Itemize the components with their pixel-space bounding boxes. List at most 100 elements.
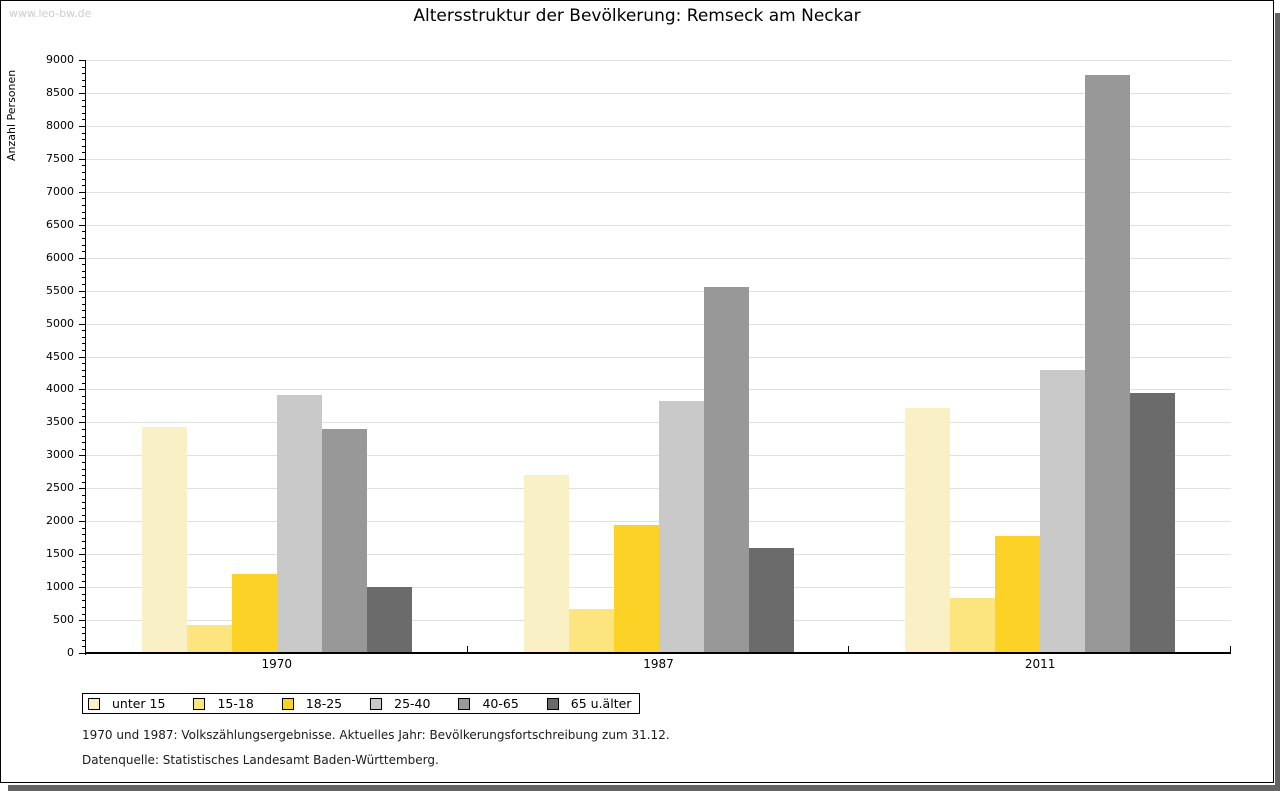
y-tick-minor bbox=[82, 284, 86, 285]
x-axis-section-tick bbox=[1230, 646, 1231, 652]
gridline bbox=[86, 92, 1231, 94]
bar-18-25-2011 bbox=[995, 535, 1041, 652]
y-tick-major bbox=[79, 620, 86, 622]
y-tick-major bbox=[79, 92, 86, 94]
y-tick-label: 3500 bbox=[46, 415, 74, 429]
bar-15-18-1970 bbox=[186, 624, 232, 652]
y-tick-minor bbox=[82, 613, 86, 615]
y-tick-major bbox=[79, 125, 86, 127]
y-axis-line bbox=[85, 60, 86, 655]
y-tick-major bbox=[79, 488, 86, 490]
bar-15-18-1987 bbox=[568, 608, 614, 652]
legend-item: 65 u.älter bbox=[546, 696, 632, 711]
gridline bbox=[86, 158, 1231, 160]
x-axis-line bbox=[86, 652, 1231, 654]
y-tick-label: 8000 bbox=[46, 118, 74, 132]
legend-swatch-icon bbox=[88, 697, 100, 710]
y-tick-minor bbox=[82, 429, 86, 430]
y-tick-minor bbox=[82, 172, 86, 173]
y-tick-minor bbox=[82, 349, 86, 351]
y-tick-minor bbox=[82, 112, 86, 114]
y-tick-minor bbox=[82, 205, 86, 206]
y-tick-minor bbox=[82, 264, 86, 266]
y-tick-minor bbox=[82, 369, 86, 371]
y-tick-minor bbox=[82, 626, 86, 628]
y-tick-minor bbox=[82, 527, 86, 529]
bar-25-40-1987 bbox=[658, 401, 704, 652]
legend-swatch-icon bbox=[281, 697, 294, 710]
bar-25-40-1970 bbox=[276, 395, 322, 652]
y-tick-minor bbox=[82, 303, 86, 305]
y-tick-label: 5000 bbox=[46, 316, 74, 330]
y-tick-minor bbox=[82, 310, 86, 312]
y-tick-major bbox=[79, 257, 86, 259]
y-tick-minor bbox=[82, 600, 86, 602]
y-tick-minor bbox=[82, 606, 86, 608]
y-tick-major bbox=[79, 224, 86, 226]
y-tick-major bbox=[79, 191, 86, 193]
y-tick-major bbox=[79, 323, 86, 325]
gridline bbox=[86, 323, 1231, 325]
y-tick-minor bbox=[82, 152, 86, 154]
bar-18-25-1987 bbox=[613, 525, 659, 652]
drop-shadow-right bbox=[1275, 13, 1280, 791]
gridline bbox=[86, 191, 1231, 193]
legend-label: unter 15 bbox=[112, 696, 166, 711]
y-tick-minor bbox=[82, 231, 86, 233]
y-tick-minor bbox=[82, 336, 86, 338]
bar-40-65-1970 bbox=[321, 429, 367, 652]
y-tick-major bbox=[79, 521, 86, 523]
y-tick-minor bbox=[82, 409, 86, 411]
y-tick-minor bbox=[82, 376, 86, 378]
bar-15-18-2011 bbox=[950, 598, 996, 652]
bar-25-40-2011 bbox=[1040, 370, 1086, 652]
legend-label: 40-65 bbox=[482, 696, 519, 711]
watermark: www.leo-bw.de bbox=[9, 7, 92, 20]
y-tick-label: 7500 bbox=[46, 151, 74, 165]
bar-18-25-1970 bbox=[231, 573, 277, 652]
y-tick-label: 9000 bbox=[46, 53, 74, 66]
y-tick-minor bbox=[82, 185, 86, 187]
bar-unter-15-1987 bbox=[523, 475, 569, 652]
y-tick-label: 6500 bbox=[46, 217, 74, 231]
legend-item: unter 15 bbox=[88, 696, 165, 711]
bar-65-u-lter-1970 bbox=[366, 586, 412, 652]
y-tick-major bbox=[79, 60, 86, 61]
y-tick-label: 500 bbox=[53, 613, 74, 627]
y-tick-minor bbox=[82, 646, 86, 648]
gridline bbox=[86, 290, 1231, 292]
y-tick-minor bbox=[82, 211, 86, 213]
footnote-line-1: 1970 und 1987: Volkszählungsergebnisse. … bbox=[82, 728, 670, 742]
x-axis-section-tick bbox=[466, 646, 468, 652]
y-tick-minor bbox=[82, 106, 86, 108]
y-tick-minor bbox=[82, 402, 86, 404]
y-tick-label: 7000 bbox=[46, 184, 74, 198]
gridline bbox=[86, 356, 1231, 358]
y-tick-label: 8500 bbox=[46, 85, 74, 99]
y-tick-minor bbox=[82, 560, 86, 562]
y-tick-minor bbox=[82, 79, 86, 81]
y-tick-major bbox=[79, 422, 86, 424]
drop-shadow-bottom bbox=[8, 785, 1280, 791]
y-tick-minor bbox=[82, 633, 86, 635]
y-tick-minor bbox=[82, 363, 86, 365]
y-tick-minor bbox=[82, 475, 86, 477]
bar-40-65-1987 bbox=[703, 286, 749, 652]
y-tick-label: 4000 bbox=[46, 382, 74, 396]
y-tick-minor bbox=[82, 86, 86, 88]
y-tick-minor bbox=[82, 330, 86, 332]
y-tick-major bbox=[79, 290, 86, 292]
y-tick-minor bbox=[82, 461, 86, 463]
y-tick-minor bbox=[82, 435, 86, 437]
y-axis-title: Anzahl Personen bbox=[5, 69, 18, 161]
legend-item: 18-25 bbox=[281, 696, 342, 711]
bar-unter-15-1970 bbox=[141, 427, 187, 652]
y-tick-minor bbox=[82, 145, 86, 147]
legend-label: 65 u.älter bbox=[570, 696, 632, 711]
footnote-line-2: Datenquelle: Statistisches Landesamt Bad… bbox=[82, 753, 439, 767]
y-tick-minor bbox=[82, 343, 86, 345]
legend-item: 40-65 bbox=[458, 696, 519, 711]
y-tick-minor bbox=[82, 593, 86, 595]
y-tick-label: 2500 bbox=[46, 481, 74, 495]
